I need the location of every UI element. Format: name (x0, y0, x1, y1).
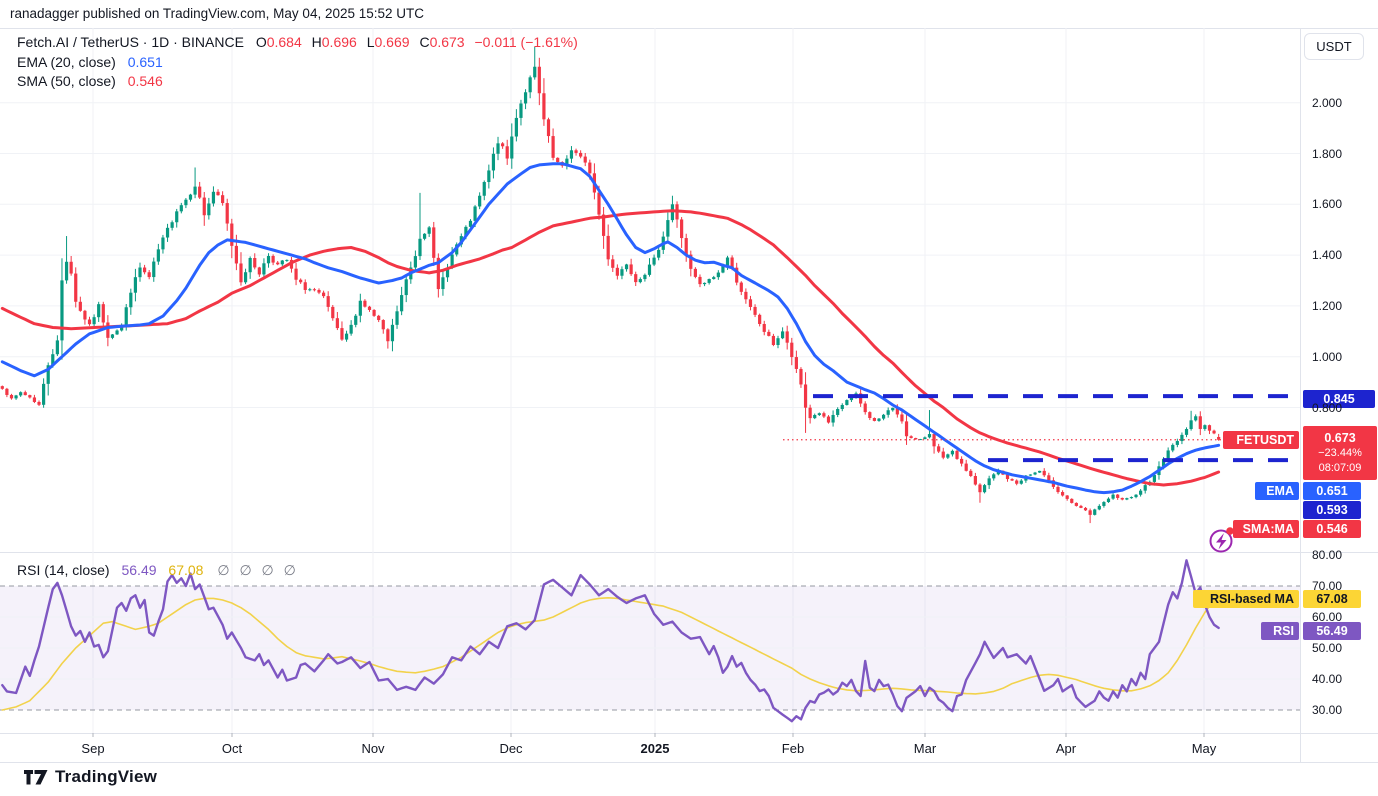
rsi-legend-value: 56.49 (121, 562, 157, 578)
level-badge-0845: 0.845 (1303, 390, 1375, 408)
rsi-label-badge: RSI (1261, 622, 1299, 640)
rsi-ma-label-badge: RSI-based MA (1193, 590, 1299, 608)
sma-50-line[interactable] (0, 209, 1221, 487)
last-price-change: −23.44% (1318, 446, 1362, 459)
symbol-title[interactable]: Fetch.AI / TetherUS · 1D · BINANCE (17, 34, 244, 50)
flash-idea-icon[interactable] (1209, 527, 1234, 553)
price-tick-1.600[interactable]: 1.600 (1312, 197, 1343, 212)
divider-top (0, 28, 1378, 29)
rsi-legend-row[interactable]: RSI (14, close) 56.49 67.08 ∅ ∅ ∅ ∅ (17, 562, 299, 579)
price-tick-1.400[interactable]: 1.400 (1312, 248, 1343, 263)
price-tick-0.800[interactable]: 0.800 (1312, 400, 1343, 415)
time-label-Sep[interactable]: Sep (81, 741, 105, 756)
price-tick-2.000[interactable]: 2.000 (1312, 95, 1343, 110)
time-label-May[interactable]: May (1191, 741, 1217, 756)
time-label-Feb[interactable]: Feb (781, 741, 805, 756)
divider-pane (0, 552, 1378, 553)
time-label-Mar[interactable]: Mar (913, 741, 937, 756)
rsi-tick-60.00[interactable]: 60.00 (1312, 610, 1343, 624)
ohlc-h-label: H (311, 34, 322, 50)
rsi-line[interactable] (1, 559, 1220, 723)
price-tick-1.200[interactable]: 1.200 (1312, 298, 1343, 313)
ohlc-c-label: C (419, 34, 430, 50)
rsi-legend-label: RSI (14, close) (17, 562, 110, 578)
sma-legend-label: SMA (50, close) (17, 73, 116, 89)
last-price-value: 0.673 (1324, 430, 1356, 445)
tradingview-logo[interactable]: TradingView (24, 767, 157, 787)
price-tick-1.800[interactable]: 1.800 (1312, 146, 1343, 161)
rsi-tick-70.00[interactable]: 70.00 (1312, 579, 1343, 593)
tradingview-logo-text: TradingView (55, 767, 158, 786)
rsi-tick-50.00[interactable]: 50.00 (1312, 641, 1343, 655)
time-label-2025[interactable]: 2025 (640, 741, 670, 756)
fetusdt-label-badge: FETUSDT (1223, 431, 1299, 449)
sma-legend-row[interactable]: SMA (50, close) 0.546 (17, 72, 578, 92)
last-price-badge: 0.673 −23.44% 08:07:09 (1303, 426, 1377, 480)
time-label-Oct[interactable]: Oct (221, 741, 243, 756)
ema-legend-value: 0.651 (127, 53, 163, 70)
rsi-ma-value-badge: 67.08 (1303, 590, 1361, 608)
main-legend[interactable]: Fetch.AI / TetherUS · 1D · BINANCE O0.68… (17, 33, 578, 92)
rsi-ma-legend-value: 67.08 (168, 562, 204, 578)
rsi-tick-30.00[interactable]: 30.00 (1312, 703, 1343, 717)
divider-price-axis (1300, 28, 1301, 762)
ema-value-badge: 0.651 (1303, 482, 1361, 500)
rsi-value-badge: 56.49 (1303, 622, 1361, 640)
ema-legend-label: EMA (20, close) (17, 53, 116, 70)
ohlc-l-label: L (366, 34, 375, 50)
symbol-legend-row[interactable]: Fetch.AI / TetherUS · 1D · BINANCE O0.68… (17, 33, 578, 53)
sma-value-badge: 0.546 (1303, 520, 1361, 538)
ohlc-change: −0.011 (−1.61%) (474, 34, 578, 50)
bar-countdown: 08:07:09 (1318, 461, 1362, 474)
ema-legend-row[interactable]: EMA (20, close) 0.651 (17, 53, 578, 73)
time-label-Dec[interactable]: Dec (499, 741, 523, 756)
ema-20-line[interactable] (0, 162, 1221, 495)
divider-time-axis (0, 733, 1378, 734)
tradingview-logo-icon (24, 769, 48, 784)
price-tick-1.000[interactable]: 1.000 (1312, 349, 1343, 364)
ema-label-badge: EMA (1255, 482, 1299, 500)
ohlc-o-label: O (255, 34, 267, 50)
time-label-Nov[interactable]: Nov (361, 741, 385, 756)
level-badge-0593: 0.593 (1303, 501, 1361, 519)
sma-legend-value: 0.546 (127, 73, 163, 89)
rsi-empty-inputs: ∅ ∅ ∅ ∅ (217, 562, 299, 578)
published-note: ranadagger published on TradingView.com,… (10, 6, 425, 21)
ohlc-o-value: 0.684 (266, 34, 302, 50)
rsi-tick-40.00[interactable]: 40.00 (1312, 672, 1343, 686)
ohlc-l-value: 0.669 (374, 34, 410, 50)
rsi-tick-80.00[interactable]: 80.00 (1312, 548, 1343, 562)
time-label-Apr[interactable]: Apr (1055, 741, 1077, 756)
gridlines (0, 28, 1300, 733)
sma-label-badge: SMA:MA (1233, 520, 1299, 538)
currency-toggle-button[interactable]: USDT (1304, 33, 1364, 60)
divider-bottom (0, 762, 1378, 763)
ohlc-h-value: 0.696 (321, 34, 357, 50)
ohlc-c-value: 0.673 (429, 34, 465, 50)
